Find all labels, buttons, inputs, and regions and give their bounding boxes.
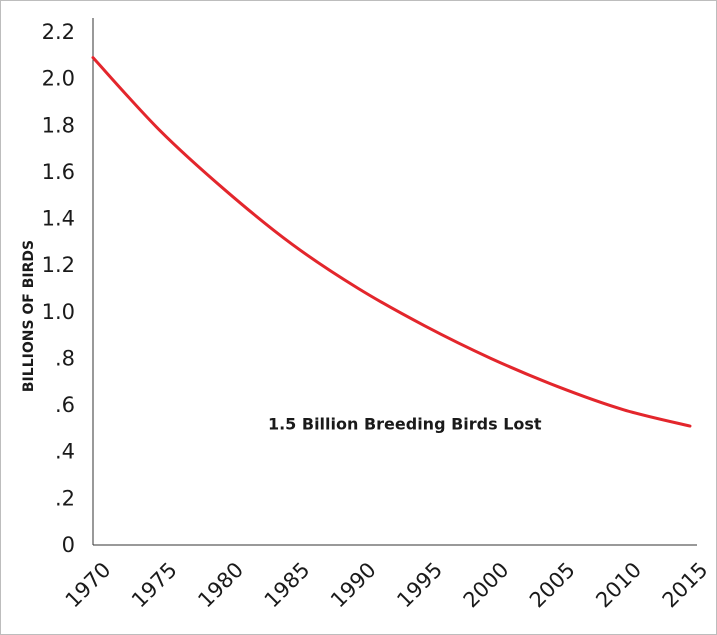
chart-axes — [92, 18, 697, 546]
y-tick-label: .2 — [55, 486, 75, 510]
y-tick-label: 1.2 — [42, 253, 75, 277]
y-tick-label: 0 — [62, 533, 75, 557]
x-tick-label: 1975 — [127, 558, 182, 613]
y-tick-label: 2.2 — [42, 20, 75, 44]
x-tick-label: 2000 — [459, 558, 514, 613]
y-tick-label: 1.8 — [42, 113, 75, 137]
annotations-group: 1.5 Billion Breeding Birds Lost — [268, 415, 542, 434]
y-tick-label: .8 — [55, 346, 75, 370]
y-axis-ticks: 0 .2 .4 .6 .8 1.0 1.2 1.4 1.6 1.8 2.0 2.2 — [42, 20, 75, 557]
x-tick-label: 2010 — [591, 558, 646, 613]
x-tick-label: 1970 — [61, 558, 116, 613]
annotation-label: 1.5 Billion Breeding Birds Lost — [268, 415, 542, 434]
y-tick-label: .4 — [55, 440, 75, 464]
y-tick-label: 1.0 — [42, 300, 75, 324]
y-tick-label: 1.6 — [42, 160, 75, 184]
series-line — [91, 56, 692, 428]
x-tick-label: 2015 — [658, 558, 713, 613]
x-tick-label: 2005 — [525, 558, 580, 613]
x-tick-label: 1990 — [326, 558, 381, 613]
series-group — [91, 56, 692, 428]
y-tick-label: .6 — [55, 393, 75, 417]
x-tick-label: 1980 — [193, 558, 248, 613]
x-tick-label: 1985 — [260, 558, 315, 613]
x-axis-ticks: 1970 1975 1980 1985 1990 1995 2000 2005 2010 2015 — [61, 558, 713, 613]
y-tick-label: 2.0 — [42, 67, 75, 91]
y-tick-label: 1.4 — [42, 207, 75, 231]
y-axis-label: BILLIONS OF BIRDS — [21, 240, 37, 392]
x-tick-label: 1995 — [392, 558, 447, 613]
